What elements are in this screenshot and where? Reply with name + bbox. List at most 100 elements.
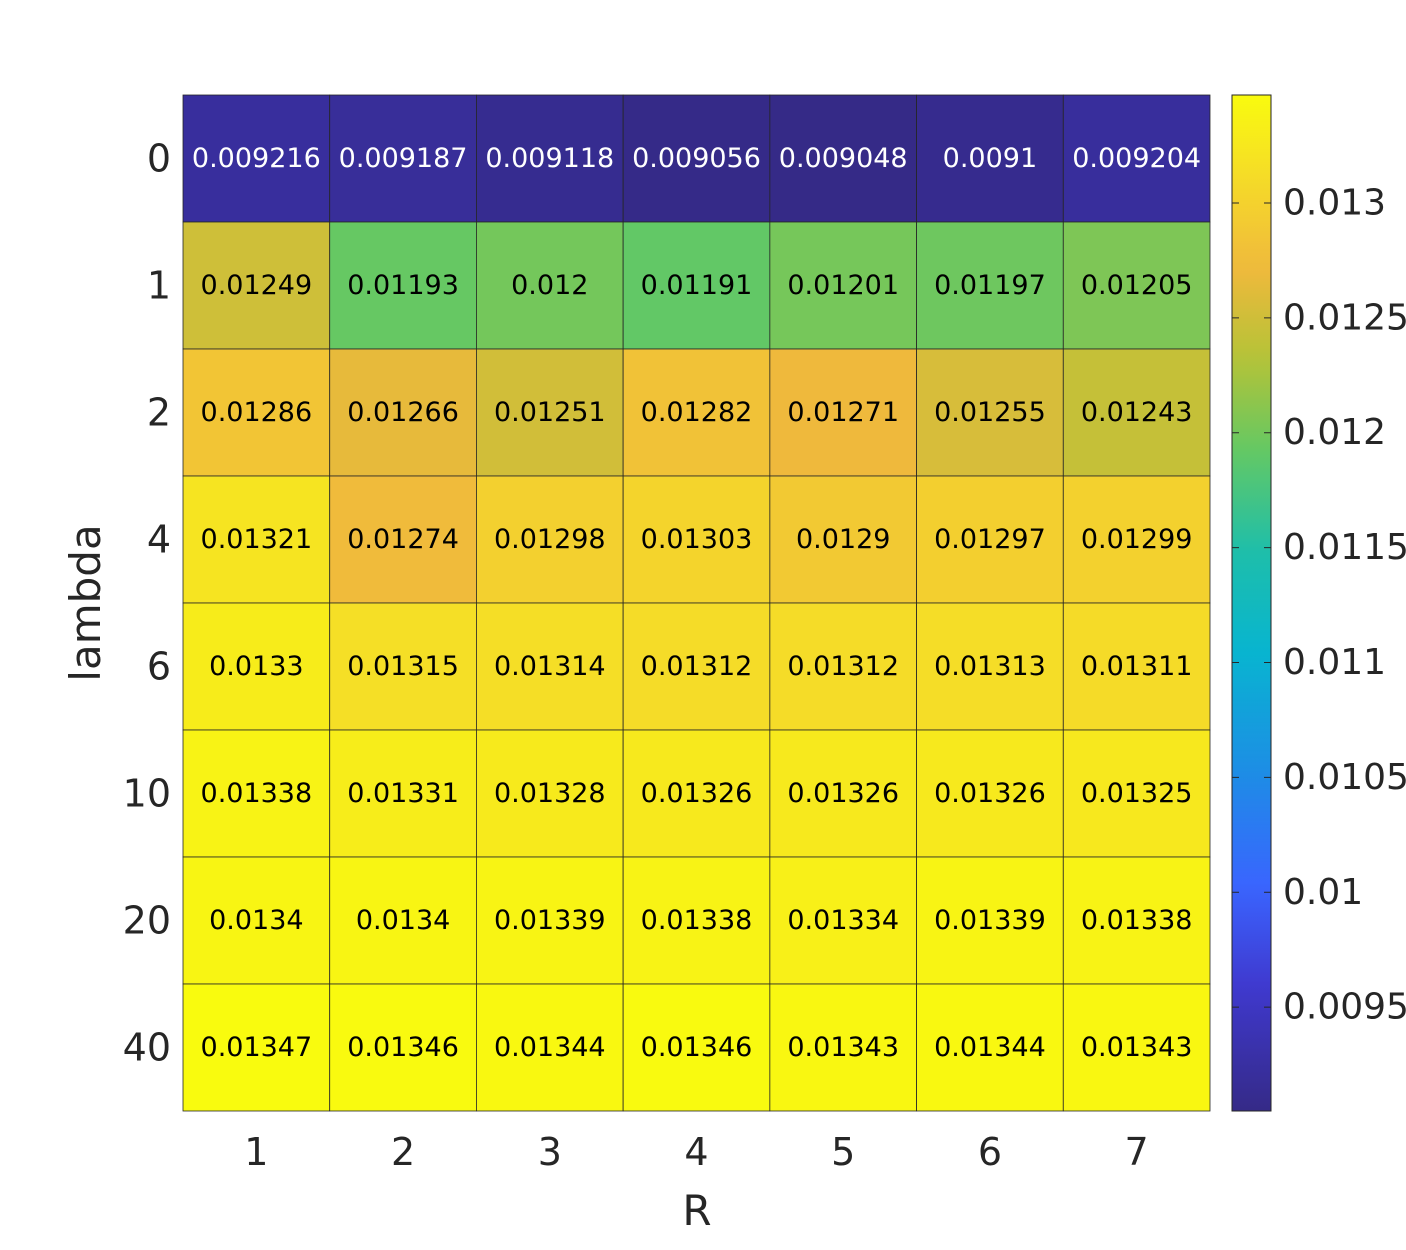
heatmap-cell-label: 0.01314 [494,651,606,682]
heatmap-cell [182,729,331,858]
heatmap-cell [182,221,331,350]
heatmap-cell-label: 0.0129 [796,524,890,555]
heatmap-cell-label: 0.012 [511,270,588,301]
heatmap-cell-label: 0.01338 [1081,905,1193,936]
heatmap-cell-label: 0.01312 [787,651,899,682]
heatmap-cell-label: 0.009204 [1072,143,1201,174]
heatmap-cell-label: 0.01338 [641,905,753,936]
y-axis-tick-labels: 0 1 2 4 6 10 20 40 [123,137,171,1070]
y-tick-label: 4 [147,518,171,562]
y-tick-label: 0 [147,137,171,181]
heatmap-cell [769,94,917,223]
heatmap-cell [769,348,917,477]
heatmap-cell [1062,475,1211,604]
heatmap-cell-label: 0.01191 [641,270,753,301]
heatmap-cell-label: 0.01271 [787,397,899,428]
heatmap-cell-label: 0.01255 [934,397,1046,428]
heatmap-cell-label: 0.01249 [201,270,313,301]
heatmap-cell-label: 0.01346 [347,1032,459,1063]
heatmap-cell [182,856,331,985]
x-tick-label: 7 [1125,1130,1149,1174]
heatmap-cell-label: 0.01274 [347,524,459,555]
heatmap-cell-label: 0.01321 [201,524,313,555]
colorbar-tick-label: 0.0105 [1283,757,1406,798]
y-tick-label: 2 [147,391,171,435]
heatmap-cell [476,94,624,223]
heatmap-cell [476,729,624,858]
x-tick-label: 2 [391,1130,415,1174]
colorbar-tick-label: 0.0125 [1283,297,1406,338]
heatmap-cell-label: 0.01312 [641,651,753,682]
heatmap-cell-label: 0.01197 [934,270,1046,301]
heatmap-cell-label: 0.01334 [787,905,899,936]
heatmap-cell-label: 0.01315 [347,651,459,682]
heatmap-cell-label: 0.01343 [787,1032,899,1063]
heatmap-cell-label: 0.01339 [934,905,1046,936]
heatmap-cell [769,729,917,858]
heatmap-cell-label: 0.0091 [943,143,1037,174]
heatmap-cell-label: 0.01326 [787,778,899,809]
heatmap-cell-label: 0.009118 [485,143,614,174]
heatmap-cell [1062,348,1211,477]
heatmap-cell-label: 0.01282 [641,397,753,428]
heatmap-cell-label: 0.01251 [494,397,606,428]
heatmap-cell [916,856,1064,985]
heatmap-cell-label: 0.01347 [201,1032,313,1063]
heatmap-cell-label: 0.009187 [339,143,468,174]
heatmap-cell-label: 0.01313 [934,651,1046,682]
heatmap-cell-label: 0.01331 [347,778,459,809]
heatmap-cell [769,856,917,985]
heatmap-cell [182,602,331,731]
colorbar-tick-label: 0.01 [1283,872,1363,913]
heatmap-cell-label: 0.01286 [201,397,313,428]
heatmap-cell [476,221,624,350]
heatmap-cell [916,983,1064,1112]
colorbar-tick-label: 0.0115 [1283,527,1406,568]
heatmap-cell [622,856,771,985]
x-tick-label: 4 [684,1130,708,1174]
heatmap-cell [916,221,1064,350]
heatmap-cell [329,475,477,604]
heatmap-cell [329,856,477,985]
heatmap-cell-label: 0.009056 [632,143,761,174]
colorbar-gradient [1231,94,1272,1112]
heatmap-cell [622,475,771,604]
heatmap-cell [182,475,331,604]
heatmap-cell-label: 0.01243 [1081,397,1193,428]
y-axis-label: lambda [61,524,110,681]
y-tick-label: 1 [147,264,171,308]
heatmap-cell-label: 0.01205 [1081,270,1193,301]
heatmap-cell [916,475,1064,604]
heatmap-cell [622,729,771,858]
heatmap-cell-label: 0.009048 [779,143,908,174]
heatmap-cell-label: 0.009216 [192,143,321,174]
heatmap-cell-label: 0.01266 [347,397,459,428]
heatmap-cell [329,94,477,223]
heatmap-cell [916,348,1064,477]
heatmap-cell-label: 0.01344 [934,1032,1046,1063]
heatmap-cell-label: 0.0134 [356,905,450,936]
colorbar-tick-label: 0.011 [1283,642,1386,683]
heatmap-cell-labels: 0.009216 0.009187 0.009118 0.009056 0.009048… [192,143,1201,1063]
x-tick-label: 6 [978,1130,1002,1174]
heatmap-cell [769,475,917,604]
colorbar: 0.0095 0.01 0.0105 0.011 0.0115 0.012 0.0125 0.… [1231,94,1406,1112]
heatmap-cell [1062,729,1211,858]
heatmap-cell-label: 0.01328 [494,778,606,809]
y-tick-label: 6 [147,645,171,689]
heatmap-cell [622,348,771,477]
heatmap-cell-label: 0.0134 [209,905,303,936]
heatmap-cell [329,348,477,477]
heatmap-cell [1062,856,1211,985]
heatmap-cell [622,94,771,223]
heatmap-cell [622,983,771,1112]
colorbar-tick-label: 0.013 [1283,182,1386,223]
x-tick-label: 1 [244,1130,268,1174]
heatmap-cell [329,983,477,1112]
heatmap-cell-label: 0.01339 [494,905,606,936]
heatmap-cell-label: 0.01297 [934,524,1046,555]
heatmap-cell [1062,602,1211,731]
heatmap-cell-label: 0.01303 [641,524,753,555]
heatmap-cell [476,602,624,731]
